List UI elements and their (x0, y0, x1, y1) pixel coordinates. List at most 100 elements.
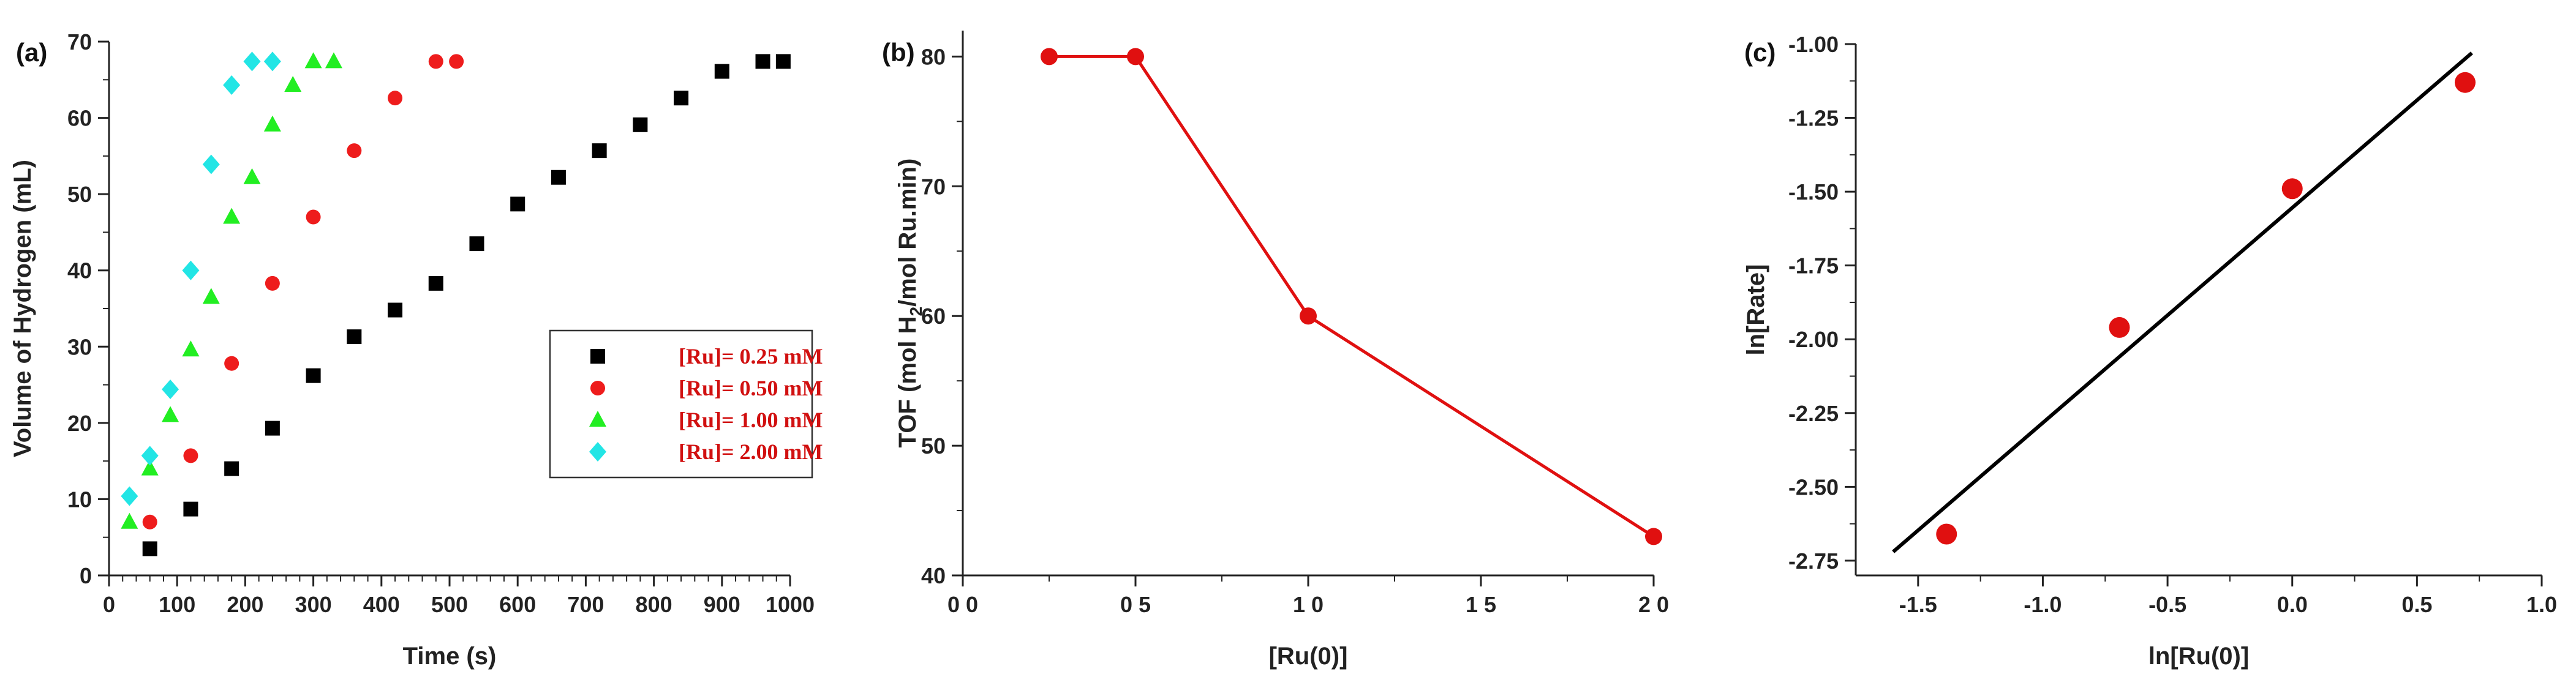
y-tick-label: 40 (67, 258, 92, 283)
data-point (162, 380, 179, 400)
data-point (510, 197, 525, 212)
x-tick-label: 0 5 (1120, 592, 1151, 617)
data-point (674, 91, 689, 106)
data-point (223, 75, 241, 95)
legend-marker (590, 381, 605, 395)
panel-c-chart: -1.5 -1.0 -0.5 0.0 0.5 1.0 -2.75 -2.50 -2.25 -2.0… (1742, 32, 2557, 670)
panel-label: (c) (1744, 38, 1776, 67)
data-point (388, 91, 403, 106)
data-point (428, 54, 443, 69)
data-point (141, 459, 159, 476)
data-point (325, 52, 342, 69)
legend-label: [Ru]= 2.00 mM (679, 440, 823, 464)
data-point (449, 54, 464, 69)
data-point (243, 168, 261, 184)
x-tick-label: 100 (159, 592, 195, 617)
data-point (162, 406, 179, 422)
y-axis-title: Volume of Hydrogen (mL) (9, 160, 36, 457)
y-tick-label: 50 (921, 433, 946, 459)
y-tick-label: -2.00 (1788, 327, 1839, 352)
x-tick-label: 0.0 (2277, 592, 2308, 617)
legend-label: [Ru]= 0.50 mM (679, 376, 823, 400)
series-square (142, 54, 791, 556)
data-point (551, 170, 566, 185)
fit-line (1892, 51, 2473, 553)
data-point (347, 143, 362, 159)
x-tick-label: 900 (704, 592, 740, 617)
data-point (1127, 48, 1144, 66)
y-tick-label: -2.75 (1788, 548, 1839, 574)
data-point (347, 329, 362, 345)
panel-label: (a) (16, 38, 47, 67)
y-axis-title: ln[Rate] (1742, 264, 1769, 356)
panel-label: (b) (882, 38, 915, 67)
data-point (2281, 178, 2303, 200)
series-line (1049, 54, 1655, 538)
data-point (755, 54, 770, 69)
x-tick-label: 0 (103, 592, 115, 617)
y-tick-label: 20 (67, 411, 92, 436)
data-point (121, 512, 138, 529)
x-tick-label: 200 (227, 592, 263, 617)
data-point (202, 154, 220, 174)
series-diamond (121, 51, 281, 506)
y-tick-label: 40 (921, 563, 946, 588)
data-point (223, 208, 241, 224)
data-point (592, 143, 607, 159)
y-axis-title-subscript: 2 (906, 307, 925, 316)
data-point (306, 209, 321, 225)
y-tick-label: 10 (67, 487, 92, 512)
x-axis-title: ln[Ru(0)] (2149, 643, 2249, 670)
data-point (1936, 523, 1957, 545)
data-point (183, 448, 198, 463)
x-tick-label: 0 0 (947, 592, 978, 617)
x-tick-label: -1.0 (2024, 592, 2062, 617)
y-tick-label: 60 (67, 106, 92, 131)
y-tick-label: -1.25 (1788, 106, 1839, 131)
x-tick-label: 0.5 (2401, 592, 2432, 617)
data-point (142, 541, 157, 556)
y-tick-label: 50 (67, 182, 92, 207)
legend-marker (590, 349, 605, 364)
data-point (202, 288, 220, 304)
data-point (388, 302, 403, 318)
data-point (1041, 48, 1058, 66)
y-tick-label: 70 (67, 29, 92, 54)
data-point (265, 275, 280, 291)
data-point (182, 260, 200, 280)
data-point (1645, 528, 1662, 545)
y-tick-label: -1.00 (1788, 32, 1839, 57)
y-tick-label: 0 (80, 563, 92, 588)
legend-label: [Ru]= 1.00 mM (679, 408, 823, 432)
y-tick-label: 60 (921, 304, 946, 329)
data-point (243, 51, 261, 72)
y-tick-label: -2.50 (1788, 474, 1839, 500)
data-point (142, 514, 157, 530)
data-point (121, 486, 138, 506)
x-tick-label: 400 (363, 592, 400, 617)
data-point (1300, 307, 1317, 325)
data-point (469, 236, 484, 252)
data-point (2454, 72, 2476, 93)
data-point (263, 115, 281, 132)
x-tick-label: 1000 (766, 592, 815, 617)
legend: [Ru]= 0.25 mM [Ru]= 0.50 mM [Ru]= 1.00 mM [… (549, 329, 823, 479)
y-axis-title-part: /mol Ru.min) (894, 159, 921, 307)
legend-label: [Ru]= 0.25 mM (679, 344, 823, 369)
x-axis-title: Time (s) (403, 643, 497, 670)
y-tick-label: 30 (67, 334, 92, 359)
data-point (224, 356, 239, 371)
y-tick-label: -1.50 (1788, 179, 1839, 204)
data-point (633, 117, 648, 132)
y-tick-label: -1.75 (1788, 253, 1839, 279)
x-tick-label: 800 (636, 592, 672, 617)
x-tick-label: -1.5 (1899, 592, 1937, 617)
x-tick-label: 1.0 (2526, 592, 2557, 617)
data-point (284, 76, 302, 92)
data-point (304, 52, 322, 69)
x-tick-label: 2 0 (1638, 592, 1669, 617)
x-tick-label: -0.5 (2149, 592, 2186, 617)
panel-b-chart: 0 0 0 5 1 0 1 5 2 0 40 50 60 70 80(b) [Ru(0)] TOF (… (882, 31, 1669, 670)
data-point (2109, 316, 2130, 338)
